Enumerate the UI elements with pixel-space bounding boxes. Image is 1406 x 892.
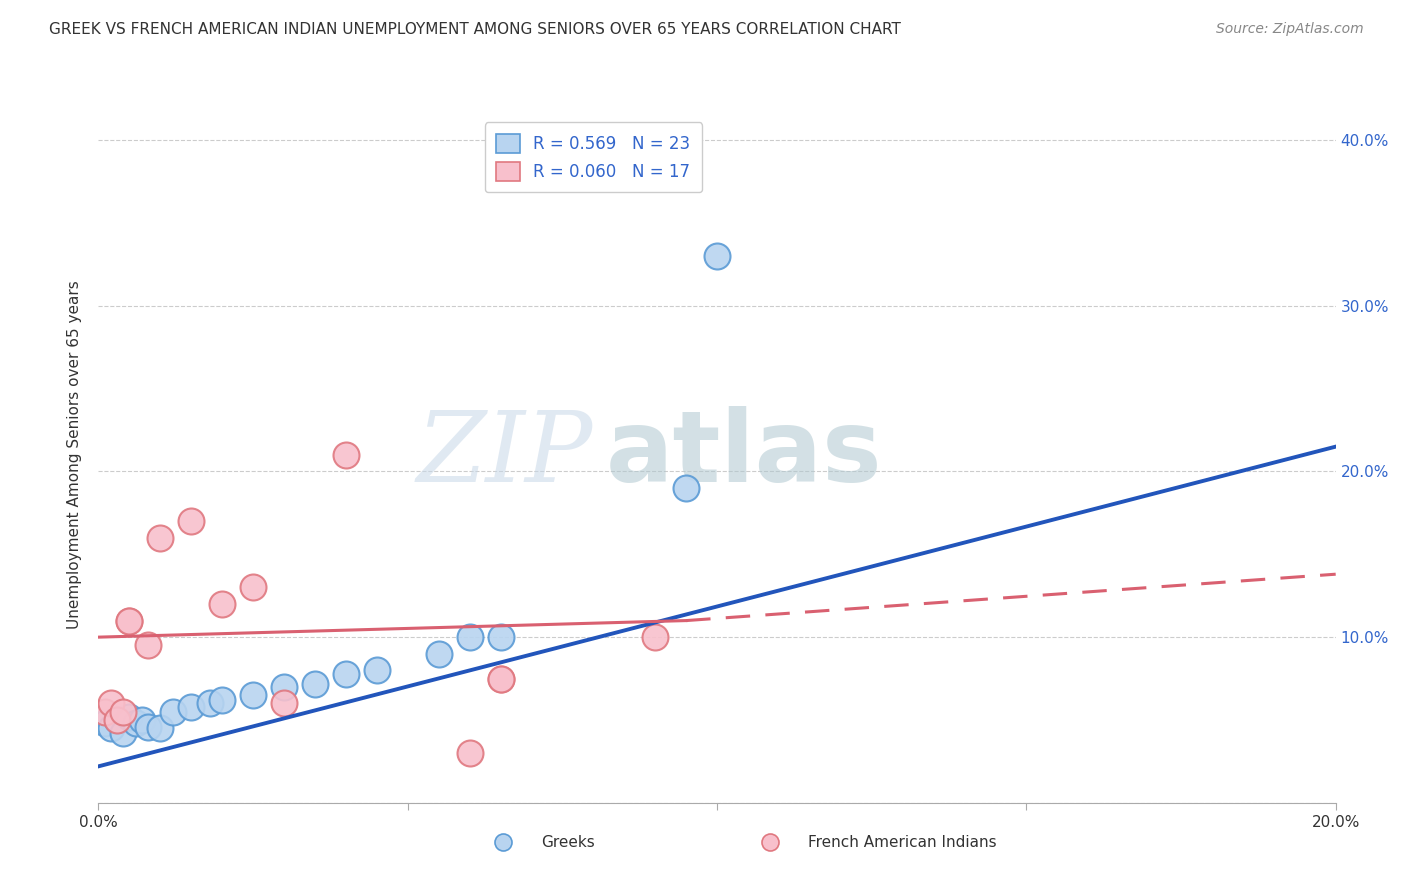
Point bbox=[273, 697, 295, 711]
Point bbox=[180, 514, 202, 528]
Point bbox=[644, 630, 666, 644]
Text: French American Indians: French American Indians bbox=[808, 836, 997, 850]
Point bbox=[492, 835, 515, 849]
Point bbox=[242, 688, 264, 702]
Text: GREEK VS FRENCH AMERICAN INDIAN UNEMPLOYMENT AMONG SENIORS OVER 65 YEARS CORRELA: GREEK VS FRENCH AMERICAN INDIAN UNEMPLOY… bbox=[49, 22, 901, 37]
Point bbox=[118, 614, 141, 628]
Text: ZIP: ZIP bbox=[418, 408, 593, 502]
Point bbox=[335, 666, 357, 681]
Point bbox=[242, 581, 264, 595]
Point bbox=[93, 716, 115, 731]
Point bbox=[489, 672, 512, 686]
Point bbox=[180, 699, 202, 714]
Point bbox=[136, 720, 159, 734]
Point bbox=[162, 705, 184, 719]
Point bbox=[273, 680, 295, 694]
Point bbox=[489, 672, 512, 686]
Point bbox=[112, 726, 135, 740]
Point bbox=[489, 630, 512, 644]
Point bbox=[93, 705, 115, 719]
Point bbox=[211, 597, 233, 611]
Text: Source: ZipAtlas.com: Source: ZipAtlas.com bbox=[1216, 22, 1364, 37]
Point bbox=[149, 721, 172, 735]
Point bbox=[458, 746, 481, 760]
Point bbox=[100, 697, 122, 711]
Point bbox=[675, 481, 697, 495]
Point bbox=[304, 676, 326, 690]
Point bbox=[131, 713, 153, 727]
Legend: R = 0.569   N = 23, R = 0.060   N = 17: R = 0.569 N = 23, R = 0.060 N = 17 bbox=[485, 122, 702, 193]
Point bbox=[124, 716, 146, 731]
Point bbox=[136, 639, 159, 653]
Text: atlas: atlas bbox=[606, 407, 883, 503]
Text: Greeks: Greeks bbox=[541, 836, 595, 850]
Point bbox=[759, 835, 782, 849]
Point bbox=[105, 713, 128, 727]
Point bbox=[198, 697, 221, 711]
Point bbox=[427, 647, 450, 661]
Point bbox=[100, 721, 122, 735]
Point bbox=[366, 663, 388, 677]
Point bbox=[149, 531, 172, 545]
Point bbox=[112, 705, 135, 719]
Y-axis label: Unemployment Among Seniors over 65 years: Unemployment Among Seniors over 65 years bbox=[67, 281, 83, 629]
Point bbox=[118, 614, 141, 628]
Point bbox=[706, 249, 728, 263]
Point bbox=[118, 709, 141, 723]
Point bbox=[458, 630, 481, 644]
Point bbox=[211, 693, 233, 707]
Point bbox=[335, 448, 357, 462]
Point bbox=[105, 713, 128, 727]
